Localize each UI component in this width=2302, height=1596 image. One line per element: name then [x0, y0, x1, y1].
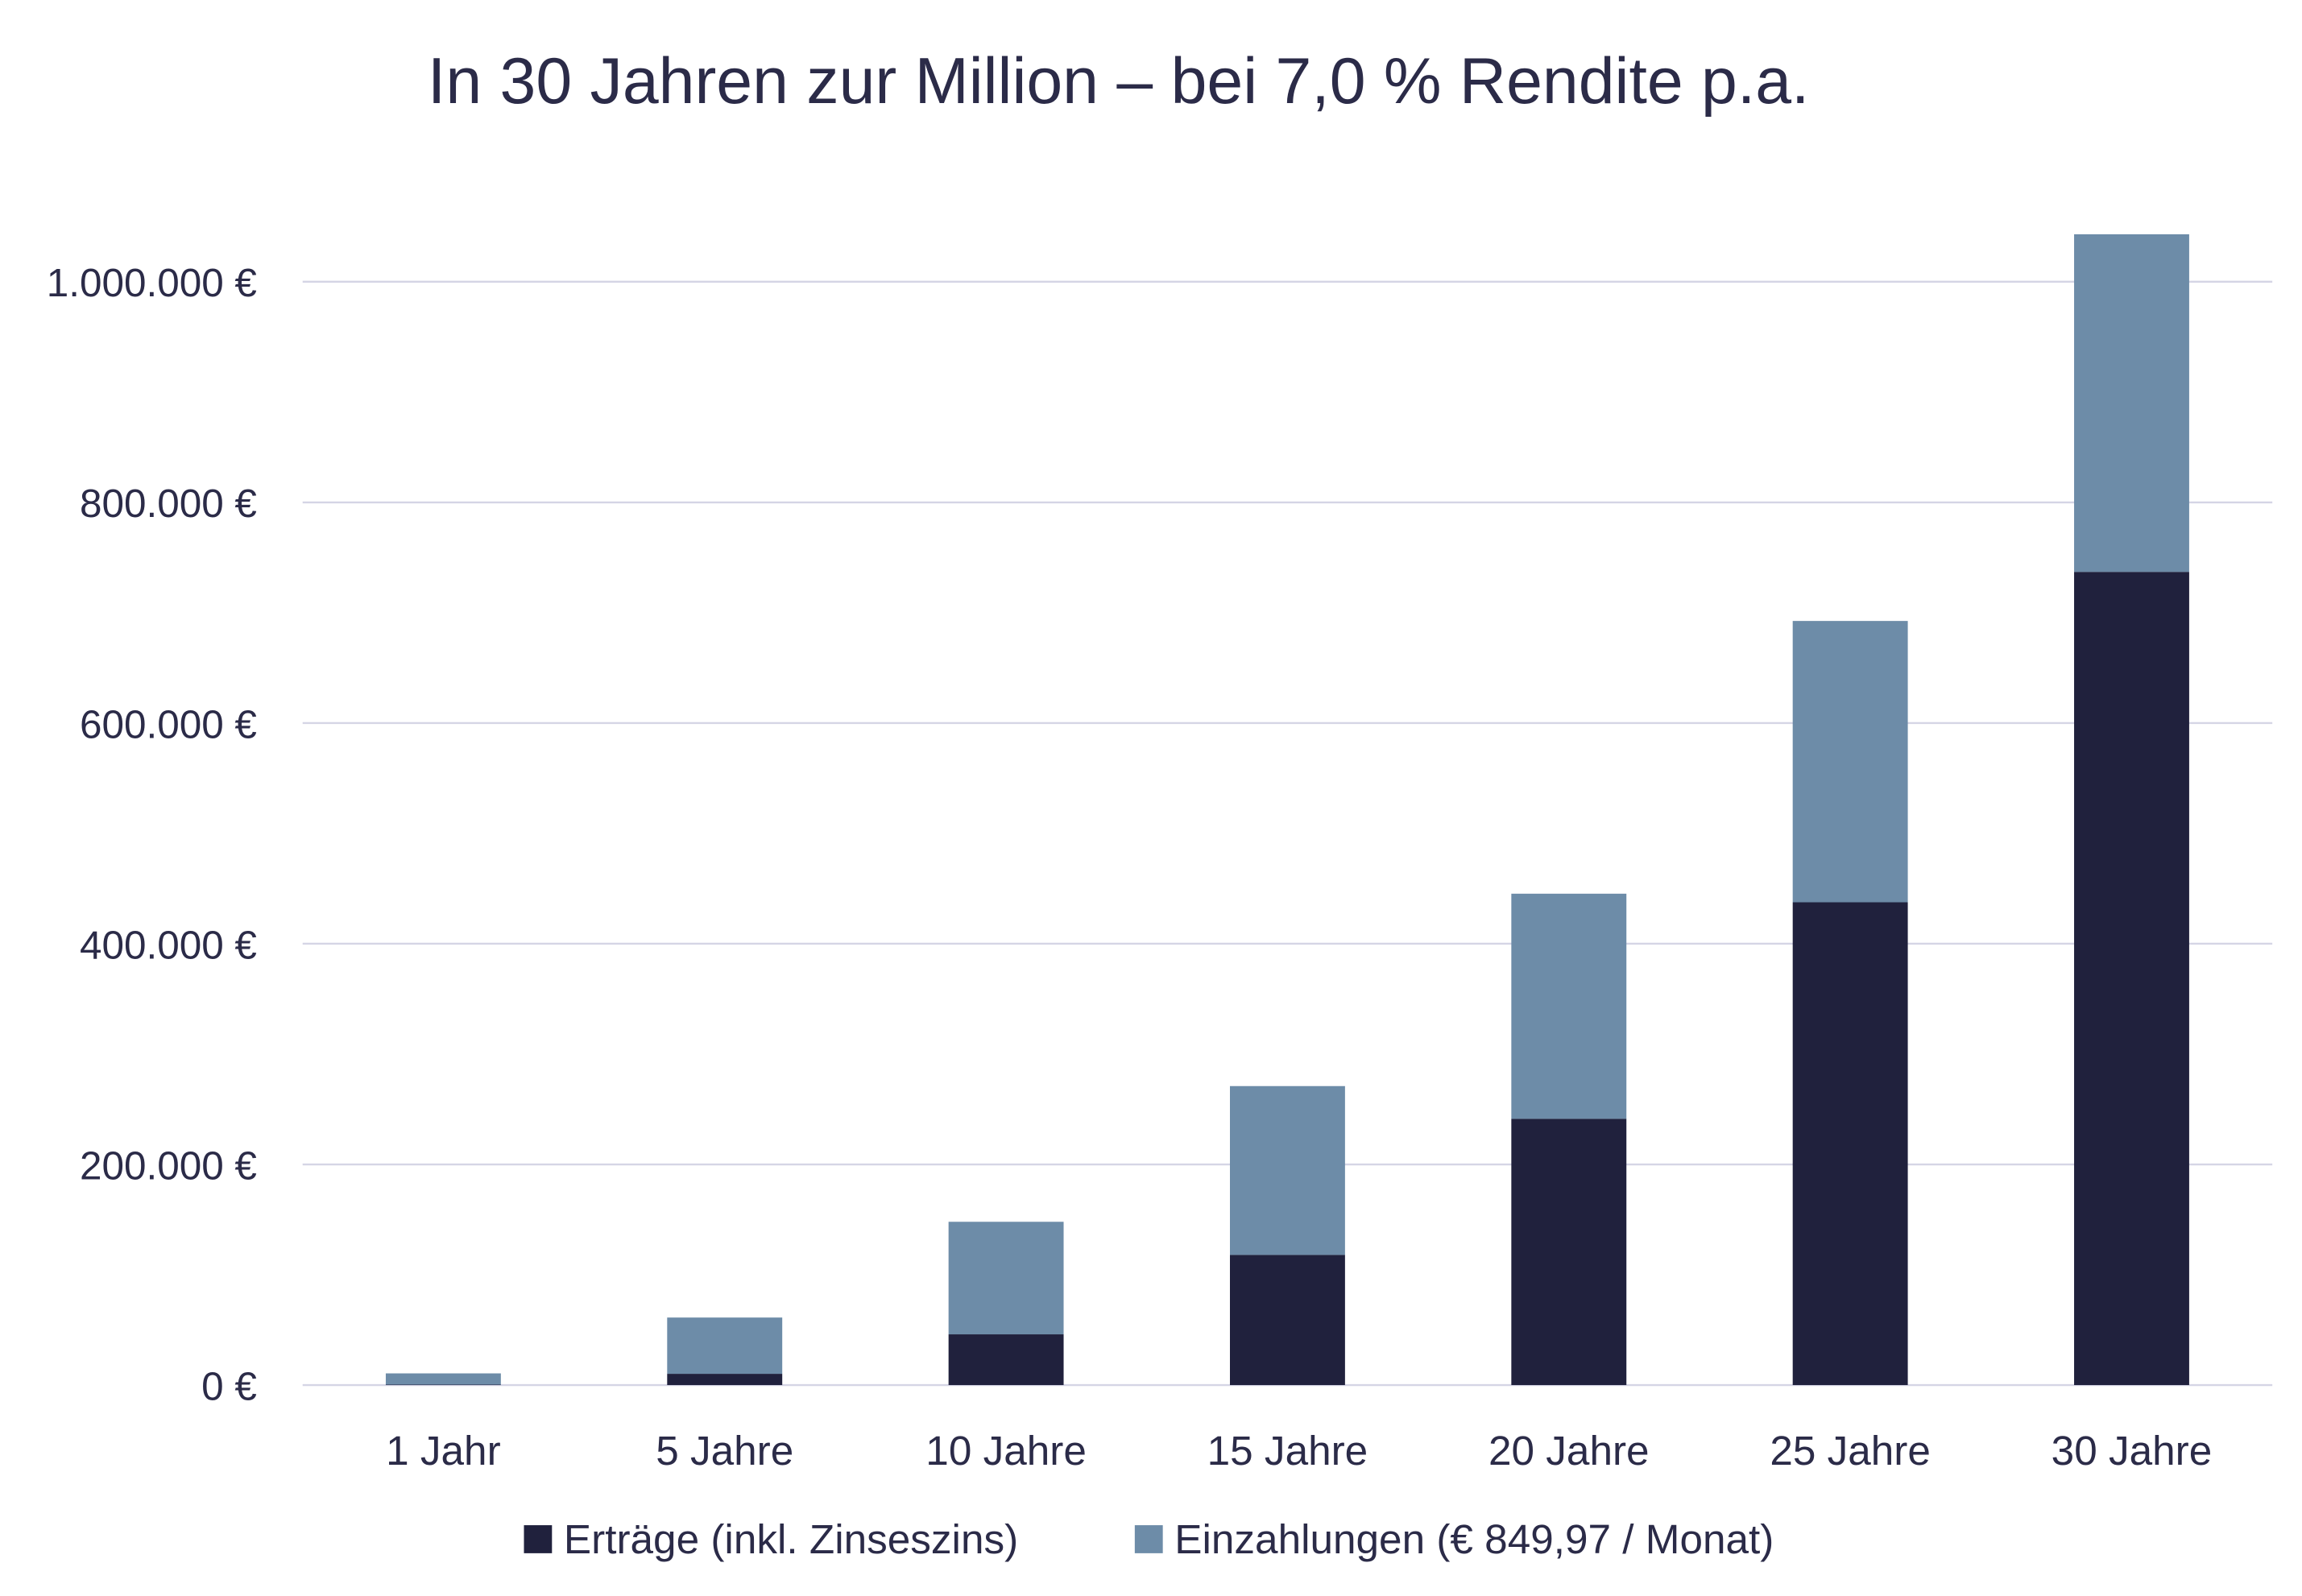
x-tick-label: 15 Jahre	[1207, 1428, 1368, 1474]
legend: Erträge (inkl. Zinseszins) Einzahlungen …	[524, 1516, 1774, 1562]
bar-einzahlungen	[1792, 621, 1908, 903]
bar-ertraege	[385, 1384, 501, 1386]
legend-swatch-einzahlungen	[1134, 1525, 1163, 1553]
y-axis: 0 € 200.000 € 400.000 € 600.000 € 800.000 € 1…	[47, 261, 257, 1408]
bars	[385, 234, 2189, 1386]
x-axis: 1 Jahr 5 Jahre 10 Jahre 15 Jahre 20 Jahre 25 …	[386, 1428, 2212, 1474]
bar-ertraege	[2074, 572, 2189, 1386]
y-tick-label: 1.000.000 €	[47, 261, 257, 305]
bar-ertraege	[1230, 1255, 1345, 1386]
y-tick-label: 600.000 €	[80, 702, 257, 746]
x-tick-label: 10 Jahre	[925, 1428, 1087, 1474]
x-tick-label: 1 Jahr	[386, 1428, 501, 1474]
y-tick-label: 200.000 €	[80, 1143, 257, 1188]
x-tick-label: 30 Jahre	[2052, 1428, 2213, 1474]
gridlines	[302, 280, 2273, 1387]
legend-label-einzahlungen: Einzahlungen (€ 849,97 / Monat)	[1174, 1516, 1774, 1562]
y-tick-label: 0 €	[201, 1364, 257, 1408]
bar-ertraege	[948, 1334, 1064, 1386]
bar-ertraege	[1511, 1118, 1627, 1386]
x-tick-label: 20 Jahre	[1488, 1428, 1650, 1474]
x-tick-label: 5 Jahre	[656, 1428, 793, 1474]
legend-label-ertraege: Erträge (inkl. Zinseszins)	[564, 1516, 1018, 1562]
bar-einzahlungen	[385, 1373, 501, 1385]
bar-ertraege	[667, 1374, 783, 1386]
chart-title: In 30 Jahren zur Million – bei 7,0 % Ren…	[428, 45, 1810, 118]
bar-einzahlungen	[2074, 234, 2189, 573]
x-tick-label: 25 Jahre	[1770, 1428, 1931, 1474]
bar-ertraege	[1792, 902, 1908, 1386]
bar-einzahlungen	[1230, 1085, 1345, 1255]
legend-swatch-ertraege	[524, 1525, 553, 1553]
y-tick-label: 400.000 €	[80, 923, 257, 967]
y-tick-label: 800.000 €	[80, 482, 257, 526]
bar-einzahlungen	[1511, 893, 1627, 1119]
bar-einzahlungen	[948, 1222, 1064, 1335]
bar-einzahlungen	[667, 1317, 783, 1375]
